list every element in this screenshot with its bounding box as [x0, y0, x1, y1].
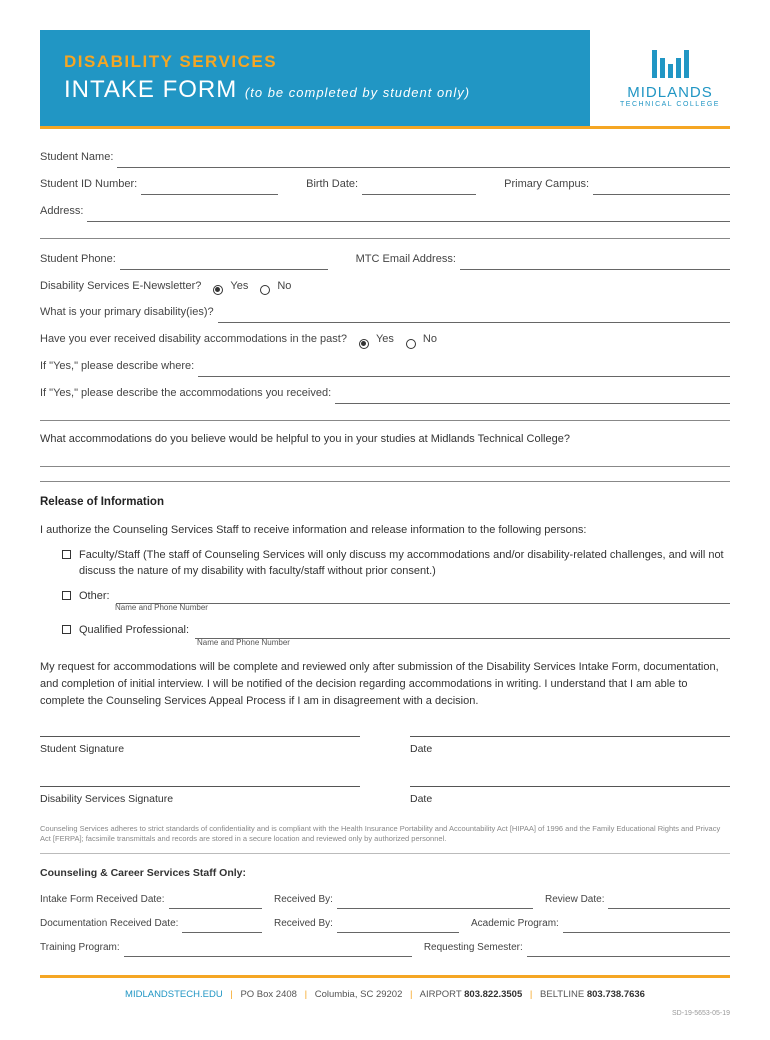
label-intake-date: Intake Form Received Date:	[40, 890, 165, 909]
footer-beltline-lbl: BELTLINE	[540, 989, 584, 1000]
input-received-by-2[interactable]	[337, 923, 459, 933]
label-academic: Academic Program:	[471, 914, 559, 933]
input-birth-date[interactable]	[362, 183, 476, 195]
footer-airport-lbl: AIRPORT	[420, 989, 462, 1000]
footer-site: MIDLANDSTECH.EDU	[125, 989, 223, 1000]
label-accom-helpful: What accommodations do you believe would…	[40, 431, 730, 448]
sig-student[interactable]: Student Signature	[40, 736, 360, 760]
label-received-by-1: Received By:	[274, 890, 333, 909]
footer: MIDLANDSTECH.EDU | PO Box 2408 | Columbi…	[40, 975, 730, 1020]
header-subtitle: (to be completed by student only)	[245, 85, 470, 100]
label-ifyes-where: If "Yes," please describe where:	[40, 356, 194, 377]
label-primary-disability: What is your primary disability(ies)?	[40, 302, 214, 323]
label-student-id: Student ID Number:	[40, 174, 137, 195]
release-title: Release of Information	[40, 492, 730, 514]
doc-id: SD-19-5653-05-19	[40, 1007, 730, 1020]
input-student-id[interactable]	[141, 183, 278, 195]
header-line2: INTAKE FORM (to be completed by student …	[64, 76, 566, 104]
label-faculty: Faculty/Staff (The staff of Counseling S…	[79, 547, 730, 580]
label-birth-date: Birth Date:	[306, 174, 358, 195]
input-student-name[interactable]	[117, 156, 730, 168]
label-address: Address:	[40, 201, 83, 222]
checkbox-qualified[interactable]	[62, 625, 71, 634]
input-address[interactable]	[87, 210, 730, 222]
input-primary-campus[interactable]	[593, 183, 730, 195]
logo-name: MIDLANDS	[610, 84, 730, 101]
label-requesting: Requesting Semester:	[424, 938, 523, 957]
footer-airport-num: 803.822.3505	[464, 989, 522, 1000]
input-address-line2[interactable]	[40, 228, 730, 239]
input-doc-date[interactable]	[182, 923, 262, 933]
sig-date-1[interactable]: Date	[410, 736, 730, 760]
label-no-1: No	[277, 276, 291, 297]
footer-po: PO Box 2408	[240, 989, 297, 1000]
release-para: My request for accommodations will be co…	[40, 659, 730, 710]
label-primary-campus: Primary Campus:	[504, 174, 589, 195]
label-student-name: Student Name:	[40, 147, 113, 168]
input-mtc-email[interactable]	[460, 258, 730, 270]
input-primary-disability[interactable]	[218, 311, 730, 323]
header-line1: DISABILITY SERVICES	[64, 52, 566, 72]
input-training[interactable]	[124, 947, 412, 957]
label-student-phone: Student Phone:	[40, 249, 116, 270]
checkbox-other[interactable]	[62, 591, 71, 600]
label-mtc-email: MTC Email Address:	[356, 249, 456, 270]
input-requesting[interactable]	[527, 947, 730, 957]
input-academic[interactable]	[563, 923, 730, 933]
release-intro: I authorize the Counseling Services Staf…	[40, 522, 730, 539]
label-received-by-2: Received By:	[274, 914, 333, 933]
label-qualified: Qualified Professional:	[79, 622, 189, 639]
footer-beltline-num: 803.738.7636	[587, 989, 645, 1000]
header-title: INTAKE FORM	[64, 76, 237, 103]
input-ifyes-where[interactable]	[198, 365, 730, 377]
label-doc-date: Documentation Received Date:	[40, 914, 178, 933]
radio-past-no[interactable]	[406, 339, 416, 349]
label-no-2: No	[423, 329, 437, 350]
input-received-by-1[interactable]	[337, 899, 533, 909]
footer-city: Columbia, SC 29202	[315, 989, 403, 1000]
label-ifyes-accom: If "Yes," please describe the accommodat…	[40, 383, 331, 404]
thin-divider	[40, 853, 730, 854]
header-banner: DISABILITY SERVICES INTAKE FORM (to be c…	[40, 30, 590, 126]
sig-ds[interactable]: Disability Services Signature	[40, 786, 360, 810]
radio-newsletter-no[interactable]	[260, 285, 270, 295]
label-other: Other:	[79, 588, 110, 605]
logo-icon	[610, 48, 730, 78]
input-review-date[interactable]	[608, 899, 730, 909]
label-review-date: Review Date:	[545, 890, 604, 909]
input-ifyes-accom-line2[interactable]	[40, 410, 730, 421]
staff-title: Counseling & Career Services Staff Only:	[40, 864, 730, 884]
label-yes-1: Yes	[230, 276, 248, 297]
fineprint: Counseling Services adheres to strict st…	[40, 824, 730, 845]
input-ifyes-accom[interactable]	[335, 392, 730, 404]
logo-sub: TECHNICAL COLLEGE	[610, 101, 730, 108]
logo: MIDLANDS TECHNICAL COLLEGE	[590, 48, 730, 108]
input-accom-helpful-1[interactable]	[40, 456, 730, 467]
sig-date-2[interactable]: Date	[410, 786, 730, 810]
radio-newsletter-yes[interactable]	[213, 285, 223, 295]
header: DISABILITY SERVICES INTAKE FORM (to be c…	[40, 30, 730, 126]
radio-past-yes[interactable]	[359, 339, 369, 349]
label-training: Training Program:	[40, 938, 120, 957]
input-intake-date[interactable]	[169, 899, 263, 909]
label-received-past: Have you ever received disability accomm…	[40, 329, 347, 350]
gold-divider	[40, 126, 730, 129]
input-accom-helpful-2[interactable]	[40, 471, 730, 482]
label-newsletter: Disability Services E-Newsletter?	[40, 276, 201, 297]
label-yes-2: Yes	[376, 329, 394, 350]
input-student-phone[interactable]	[120, 258, 328, 270]
checkbox-faculty[interactable]	[62, 550, 71, 559]
